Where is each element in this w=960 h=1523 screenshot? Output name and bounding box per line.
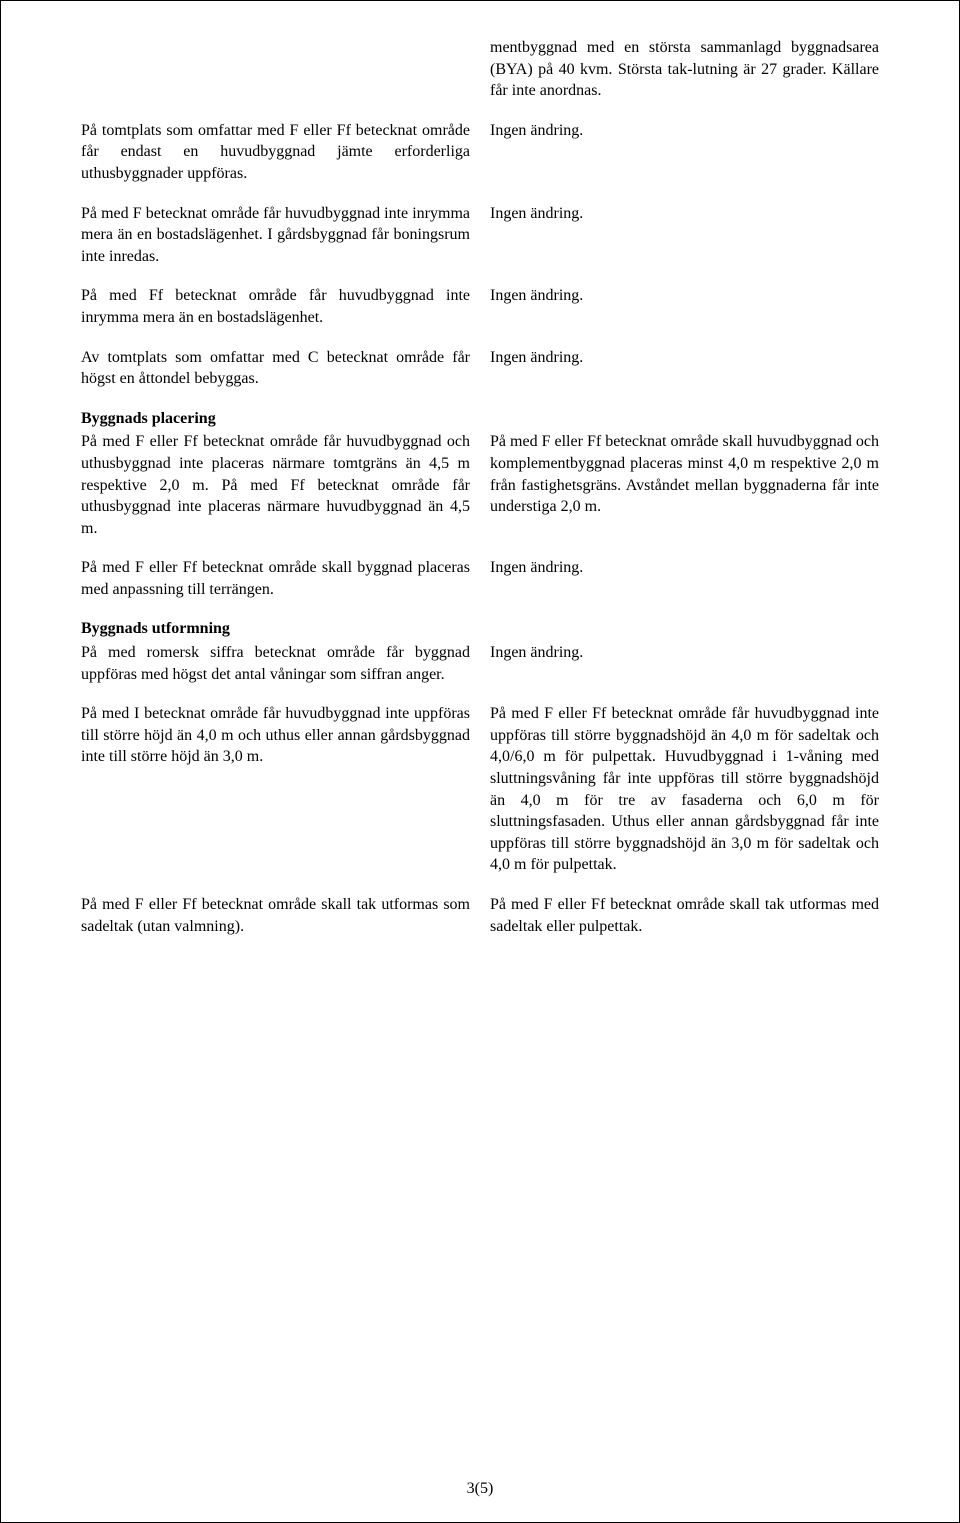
table-row: Av tomtplats som omfattar med C beteckna… — [81, 347, 879, 408]
right-cell: Ingen ändring. — [480, 203, 879, 286]
table-row: På med F eller Ff betecknat område skall… — [81, 557, 879, 618]
left-cell: På med Ff betecknat område får huvudbygg… — [81, 285, 480, 346]
left-cell: På med F betecknat område får huvudbyggn… — [81, 203, 480, 286]
left-cell: På tomtplats som omfattar med F eller Ff… — [81, 120, 480, 203]
document-page: mentbyggnad med en största sammanlagd by… — [0, 0, 960, 1523]
left-cell: Av tomtplats som omfattar med C beteckna… — [81, 347, 480, 408]
left-cell: På med F eller Ff betecknat område skall… — [81, 894, 480, 987]
right-cell: Ingen ändring. — [480, 120, 879, 203]
section-heading-utformning: Byggnads utformning — [81, 618, 470, 640]
left-cell: Byggnads utformning På med romersk siffr… — [81, 618, 480, 703]
table-row: På med Ff betecknat område får huvudbygg… — [81, 285, 879, 346]
table-row: På tomtplats som omfattar med F eller Ff… — [81, 120, 879, 203]
right-cell-text: Ingen ändring. — [490, 644, 583, 661]
table-row: På med F eller Ff betecknat område skall… — [81, 894, 879, 987]
table-row: På med F betecknat område får huvudbyggn… — [81, 203, 879, 286]
section-heading-placering: Byggnads placering — [81, 408, 470, 430]
right-cell: På med F eller Ff betecknat område skall… — [480, 894, 879, 987]
left-cell — [81, 37, 480, 120]
left-cell-text: På med romersk siffra betecknat område f… — [81, 644, 470, 683]
table-row: Byggnads utformning På med romersk siffr… — [81, 618, 879, 703]
left-cell: På med F eller Ff betecknat område skall… — [81, 557, 480, 618]
spacer-heading — [490, 408, 879, 430]
right-cell-text: På med F eller Ff betecknat område skall… — [490, 433, 879, 515]
table-row: Byggnads placering På med F eller Ff bet… — [81, 408, 879, 558]
right-cell: Ingen ändring. — [480, 347, 879, 408]
table-row: mentbyggnad med en största sammanlagd by… — [81, 37, 879, 120]
spacer-heading — [490, 618, 879, 640]
right-cell: Ingen ändring. — [480, 618, 879, 703]
table-row: På med I betecknat område får huvudbyggn… — [81, 703, 879, 894]
left-cell: På med I betecknat område får huvudbyggn… — [81, 703, 480, 894]
left-cell-text: På med F eller Ff betecknat område får h… — [81, 433, 470, 536]
right-cell: Ingen ändring. — [480, 557, 879, 618]
page-number: 3(5) — [1, 1480, 959, 1498]
left-cell: Byggnads placering På med F eller Ff bet… — [81, 408, 480, 558]
right-cell: Ingen ändring. — [480, 285, 879, 346]
right-cell: mentbyggnad med en största sammanlagd by… — [480, 37, 879, 120]
right-cell: På med F eller Ff betecknat område skall… — [480, 408, 879, 558]
right-cell: På med F eller Ff betecknat område får h… — [480, 703, 879, 894]
